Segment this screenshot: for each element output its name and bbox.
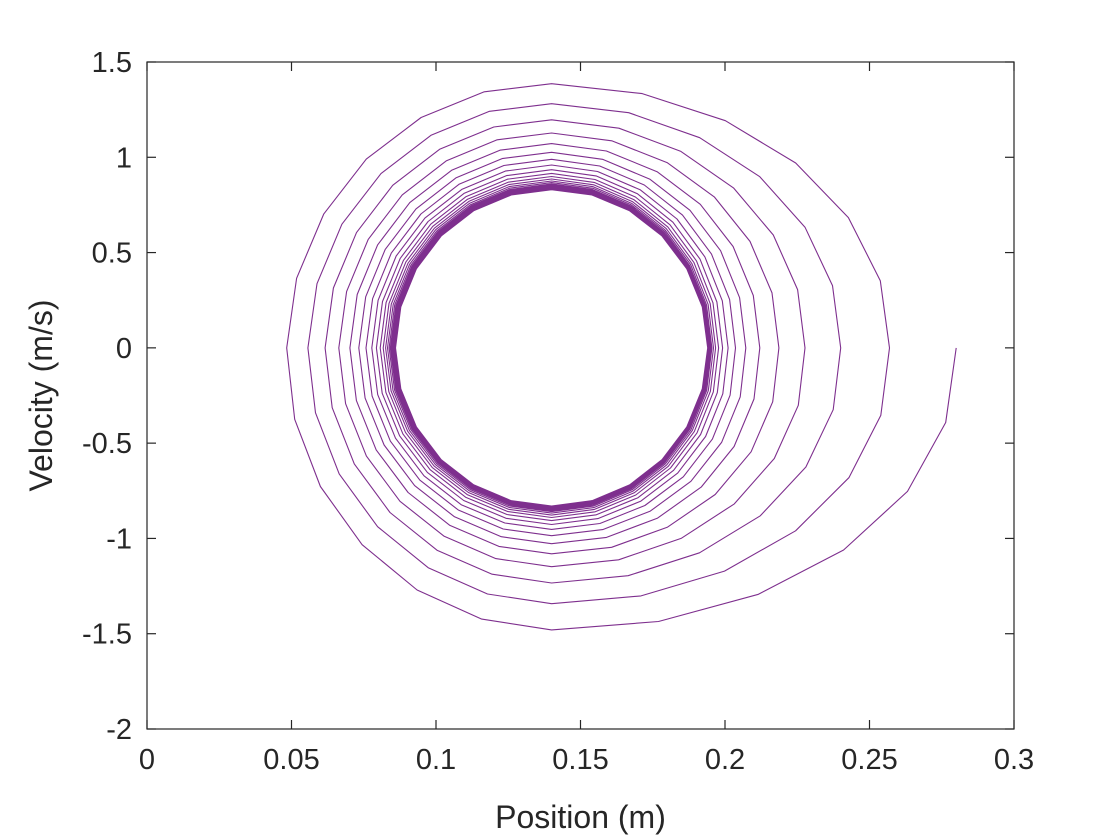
- x-tick-label: 0.25: [841, 744, 897, 776]
- y-axis-label: Velocity (m/s): [23, 299, 59, 491]
- y-tick-label: -1.5: [82, 619, 132, 651]
- y-tick-label: -2: [106, 714, 132, 746]
- x-tick-label: 0.2: [705, 744, 745, 776]
- x-tick-label: 0.15: [552, 744, 608, 776]
- x-tick-label: 0.3: [994, 744, 1034, 776]
- y-tick-label: 1.5: [92, 47, 132, 79]
- series-line-trajectory: [286, 83, 957, 631]
- tick-marks: [146, 61, 1015, 730]
- y-tick-label: 1: [116, 142, 132, 174]
- y-tick-label: 0: [116, 333, 132, 365]
- y-tick-labels: -2 -1.5 -1 -0.5 0 0.5 1 1.5: [82, 47, 132, 746]
- y-tick-label: 0.5: [92, 238, 132, 270]
- x-tick-label: 0.1: [416, 744, 456, 776]
- x-tick-label: 0.05: [263, 744, 319, 776]
- plot-area: [146, 61, 1015, 730]
- y-tick-label: -1: [106, 523, 132, 555]
- x-axis-label: Position (m): [495, 799, 666, 835]
- y-tick-label: -0.5: [82, 428, 132, 460]
- x-tick-label: 0: [139, 744, 155, 776]
- series-layer: [286, 83, 957, 631]
- x-tick-labels: 0 0.05 0.1 0.15 0.2 0.25 0.3: [139, 744, 1034, 776]
